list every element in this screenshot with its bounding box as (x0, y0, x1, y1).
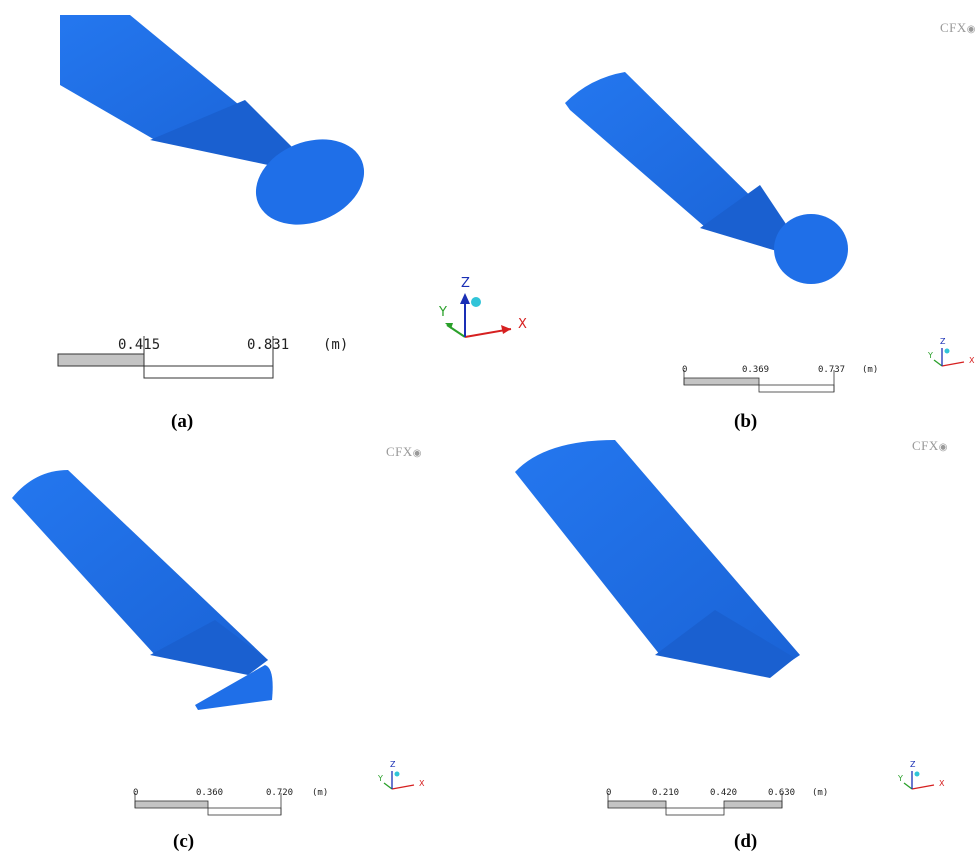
panel-c-scale-bar (134, 793, 282, 816)
svg-text:X: X (518, 317, 527, 332)
caption-b: (b) (734, 411, 758, 432)
panel-d-tick-1: 0.210 (652, 788, 680, 798)
panel-d-tick-0: 0 (606, 788, 612, 798)
panel-b-cfx-logo: CFX◉ (940, 20, 977, 35)
panel-b-model (565, 72, 848, 284)
svg-text:Y: Y (377, 774, 383, 783)
svg-text:Z: Z (910, 760, 916, 769)
panel-d-scale-bar (607, 793, 783, 816)
svg-text:Y: Y (927, 351, 933, 360)
panel-c-endplate (195, 665, 273, 710)
panel-b-endplate (774, 214, 848, 284)
panel-d-unit: (m) (812, 788, 829, 798)
caption-d: (d) (734, 831, 758, 852)
panel-b-tick-1: 0.369 (742, 365, 770, 375)
panel-d-tick-2: 0.420 (710, 788, 738, 798)
panel-d-tick-3: 0.630 (768, 788, 796, 798)
panel-b-scale-bar (683, 370, 835, 393)
panel-a-scale-bar: 0.415 0.831 (m) (57, 336, 348, 379)
panel-d-model (515, 440, 800, 678)
panel-c-blade (12, 470, 268, 670)
panel-a-unit: (m) (323, 337, 348, 353)
panel-c-cfx-logo: CFX◉ (386, 444, 423, 459)
panel-d-blade-shade (655, 610, 795, 678)
panel-c-unit: (m) (312, 788, 329, 798)
svg-text:Z: Z (390, 760, 396, 769)
panel-b-blade-shade (700, 185, 800, 252)
panel-b-unit: (m) (862, 365, 879, 375)
svg-text:Y: Y (897, 774, 903, 783)
panel-d-cfx-logo: CFX◉ (912, 438, 949, 453)
panel-c-model (12, 470, 273, 710)
panel-c-tick-1: 0.360 (196, 788, 224, 798)
panel-c-tick-2: 0.720 (266, 788, 294, 798)
panel-c-tick-0: 0 (133, 788, 139, 798)
panel-d-axis-triad: X Y Z (897, 760, 945, 790)
caption-a: (a) (171, 411, 194, 432)
svg-text:Y: Y (438, 305, 447, 320)
svg-text:X: X (969, 356, 975, 365)
panel-d-blade (515, 440, 800, 675)
panel-a-blade-shade (150, 100, 300, 165)
panel-a-axis-triad: X Y Z (438, 276, 527, 338)
panel-a-model (60, 15, 365, 225)
svg-text:Z: Z (940, 337, 946, 346)
caption-c: (c) (173, 831, 195, 852)
panel-b-axis-triad: X Y Z (927, 337, 975, 367)
panel-a-endplate (255, 139, 365, 225)
svg-text:X: X (939, 779, 945, 788)
panel-c-axis-triad: X Y Z (377, 760, 425, 790)
panel-a-tick-2: 0.831 (247, 337, 289, 353)
panel-a-tick-1: 0.415 (118, 337, 160, 353)
panel-b-tick-2: 0.737 (818, 365, 846, 375)
svg-text:X: X (419, 779, 425, 788)
panel-b-tick-0: 0 (682, 365, 688, 375)
panel-c-blade-shade (150, 620, 268, 675)
svg-text:Z: Z (461, 276, 470, 291)
